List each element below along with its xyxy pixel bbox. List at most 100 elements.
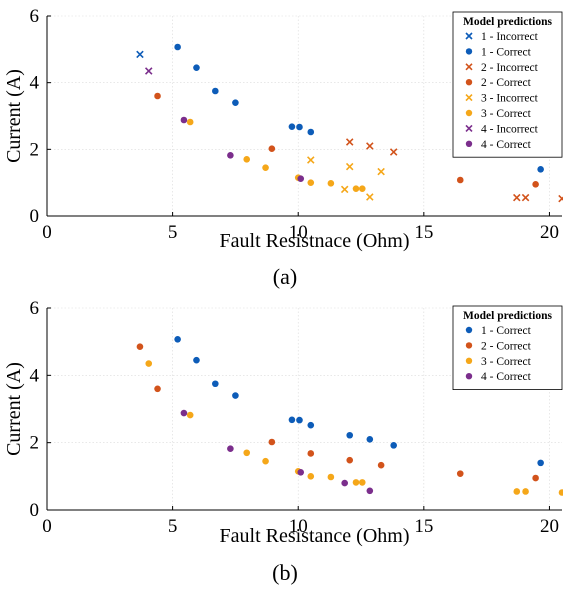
point-dot [180, 116, 188, 124]
point-cross [513, 193, 521, 202]
legend-marker-dot [465, 79, 473, 86]
legend-entry: 4 - Incorrect [481, 123, 539, 135]
legend-marker-dot [465, 373, 473, 380]
point-dot [307, 128, 315, 136]
y-tick-label: 4 [30, 73, 40, 94]
point-cross [345, 162, 354, 171]
series-2-incorrect [345, 138, 563, 203]
point-dot [136, 343, 144, 351]
point-dot [341, 479, 348, 487]
legend-marker-dot [465, 326, 473, 334]
series-4-correct [180, 409, 374, 495]
point-dot [297, 468, 305, 476]
legend-marker-dot [465, 342, 473, 349]
point-dot [558, 489, 563, 496]
point-dot [288, 123, 296, 130]
y-tick-label: 6 [30, 298, 40, 319]
y-tick-label: 4 [30, 365, 40, 386]
point-dot [352, 479, 360, 486]
point-cross [136, 50, 144, 59]
legend-marker-dot [465, 357, 473, 364]
x-tick-label: 15 [414, 516, 433, 537]
point-cross [521, 193, 530, 202]
series-1-correct [174, 43, 544, 173]
legend-entry: 1 - Incorrect [481, 31, 539, 43]
series-4-incorrect [144, 67, 153, 75]
x-tick-label: 20 [540, 222, 559, 243]
point-dot [307, 473, 315, 480]
point-dot [456, 176, 464, 184]
point-dot [227, 152, 234, 159]
point-dot [262, 457, 269, 465]
y-tick-label: 6 [30, 6, 40, 27]
point-dot [346, 431, 354, 439]
point-dot [456, 470, 464, 477]
point-dot [174, 336, 181, 343]
panel-label: (b) [272, 560, 298, 585]
y-tick-label: 2 [30, 433, 40, 454]
point-cross [366, 142, 374, 150]
point-dot [243, 449, 251, 457]
x-tick-label: 20 [540, 516, 559, 537]
x-tick-label: 10 [289, 222, 308, 243]
point-cross [340, 185, 349, 194]
point-cross [307, 156, 315, 164]
y-axis-title: Current (A) [3, 69, 25, 163]
point-dot [358, 185, 366, 192]
point-dot [532, 474, 539, 482]
point-dot [193, 356, 200, 364]
legend-marker-cross [465, 32, 473, 40]
point-dot [327, 473, 335, 481]
legend-marker-cross [465, 94, 473, 102]
legend-entry: 4 - Correct [481, 139, 532, 151]
point-dot [327, 180, 335, 187]
point-cross [377, 167, 385, 176]
x-tick-label: 15 [414, 222, 433, 243]
point-dot [352, 185, 360, 192]
legend-entry: 1 - Correct [481, 325, 532, 337]
legend-entry: 3 - Incorrect [481, 93, 539, 105]
point-dot [307, 421, 315, 429]
point-dot [212, 380, 219, 388]
x-tick-label: 0 [42, 516, 52, 537]
legend-marker-cross [465, 124, 473, 132]
panel-label: (a) [273, 264, 297, 289]
point-dot [186, 411, 194, 419]
chart-panel-b: 0 5 10 15 20 0 2 4 6 Fault Resistance (Ohm) Curren… [3, 298, 563, 585]
x-tick-label: 10 [289, 516, 308, 537]
legend: Model predictions 1 - Correct 2 - Correct 3… [452, 305, 563, 390]
legend-entry: 3 - Correct [481, 356, 532, 368]
legend-entry: 4 - Correct [481, 371, 532, 383]
point-dot [390, 442, 397, 449]
point-cross [345, 138, 354, 146]
x-axis-title: Fault Resistance (Ohm) [220, 525, 410, 547]
legend-entry: 2 - Correct [481, 77, 532, 89]
y-axis-title: Current (A) [3, 362, 25, 456]
point-dot [537, 166, 544, 173]
point-cross [366, 193, 374, 201]
point-dot [366, 487, 374, 495]
point-dot [296, 123, 303, 131]
point-cross [558, 194, 563, 203]
legend-marker-dot [465, 140, 473, 147]
point-dot [174, 43, 181, 51]
series-1-correct [174, 336, 544, 467]
point-dot [522, 488, 529, 495]
legend-title: Model predictions [463, 16, 552, 28]
point-dot [297, 175, 305, 182]
point-dot [358, 479, 366, 486]
legend-marker-cross [465, 63, 473, 71]
point-dot [268, 438, 276, 446]
y-tick-label: 0 [30, 206, 40, 227]
point-dot [366, 436, 374, 443]
point-dot [532, 181, 539, 188]
x-tick-label: 0 [42, 222, 52, 243]
series-3-incorrect [307, 156, 385, 201]
y-tick-label: 2 [30, 139, 40, 160]
legend-box [452, 11, 563, 158]
point-dot [154, 385, 161, 393]
point-cross [144, 67, 153, 75]
point-dot [154, 92, 161, 100]
x-tick-label: 5 [168, 516, 178, 537]
series-3-correct [186, 118, 366, 192]
